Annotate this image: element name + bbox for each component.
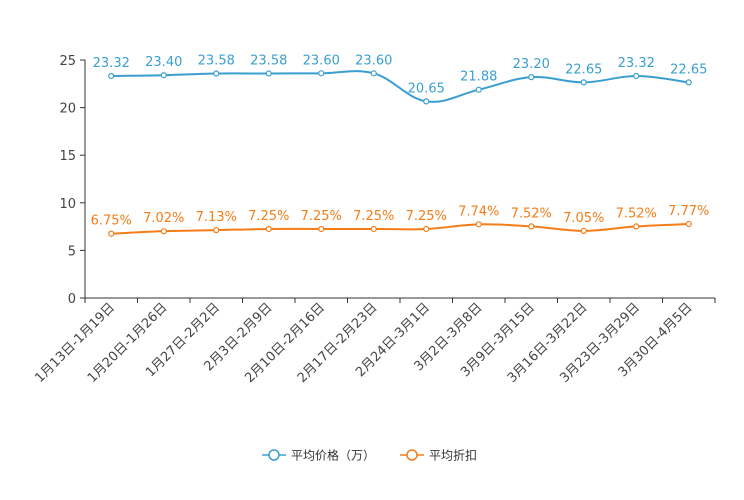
y-tick-label: 20 <box>59 102 76 117</box>
data-point <box>318 225 325 233</box>
data-point <box>160 72 167 79</box>
series-line-2 <box>111 223 689 235</box>
data-label: 7.74% <box>458 204 499 219</box>
data-point <box>633 72 640 80</box>
data-point <box>370 70 377 77</box>
data-point <box>528 223 535 230</box>
data-label: 23.40 <box>145 55 182 70</box>
legend-marker <box>268 449 280 461</box>
data-label: 21.88 <box>460 70 497 85</box>
data-label: 23.20 <box>513 57 550 72</box>
data-label: 7.02% <box>143 211 184 226</box>
data-point <box>265 70 272 77</box>
data-label: 6.75% <box>91 214 132 229</box>
data-point <box>160 228 167 235</box>
data-point <box>685 220 692 228</box>
y-tick-label: 25 <box>59 54 76 69</box>
data-labels: 23.32 23.40 23.58 23.58 23.60 23.60 20.65 21.88… <box>91 53 710 228</box>
data-point <box>108 72 115 80</box>
legend: 平均价格（万） 平均折扣 <box>262 448 477 463</box>
data-label: 7.52% <box>511 206 552 221</box>
data-point <box>633 223 640 230</box>
data-label: 20.65 <box>408 81 445 96</box>
data-label: 7.77% <box>668 204 709 219</box>
legend-label: 平均折扣 <box>429 448 477 463</box>
data-label: 7.25% <box>248 209 289 224</box>
data-point <box>580 227 587 234</box>
data-point <box>423 225 430 233</box>
y-tick-label: 10 <box>59 197 76 212</box>
data-point <box>213 227 220 234</box>
data-point <box>528 74 535 81</box>
y-tick-label: 5 <box>68 244 76 259</box>
data-point <box>370 225 377 233</box>
data-point <box>580 79 587 86</box>
data-point <box>475 221 482 228</box>
data-point <box>318 70 325 77</box>
y-tick-label: 15 <box>59 149 76 164</box>
data-label: 23.32 <box>618 56 655 71</box>
data-label: 22.65 <box>670 62 707 77</box>
data-label: 7.13% <box>196 210 237 225</box>
series-layer <box>108 70 692 237</box>
data-label: 7.25% <box>406 209 447 224</box>
data-point <box>475 86 482 93</box>
data-point <box>108 230 115 237</box>
data-point <box>213 70 220 77</box>
data-label: 7.05% <box>563 211 604 226</box>
data-label: 23.60 <box>303 53 340 68</box>
data-label: 22.65 <box>565 62 602 77</box>
data-point <box>423 98 430 105</box>
series-line-1 <box>111 70 689 103</box>
y-tick-label: 0 <box>68 292 76 307</box>
data-label: 7.25% <box>301 209 342 224</box>
data-label: 7.25% <box>353 209 394 224</box>
data-label: 7.52% <box>616 206 657 221</box>
data-point <box>685 79 692 86</box>
legend-label: 平均价格（万） <box>291 448 375 463</box>
data-label: 23.32 <box>93 56 130 71</box>
legend-marker <box>406 449 418 461</box>
data-point <box>265 225 272 233</box>
data-label: 23.58 <box>198 54 235 69</box>
data-label: 23.58 <box>250 54 287 69</box>
data-label: 23.60 <box>355 53 392 68</box>
